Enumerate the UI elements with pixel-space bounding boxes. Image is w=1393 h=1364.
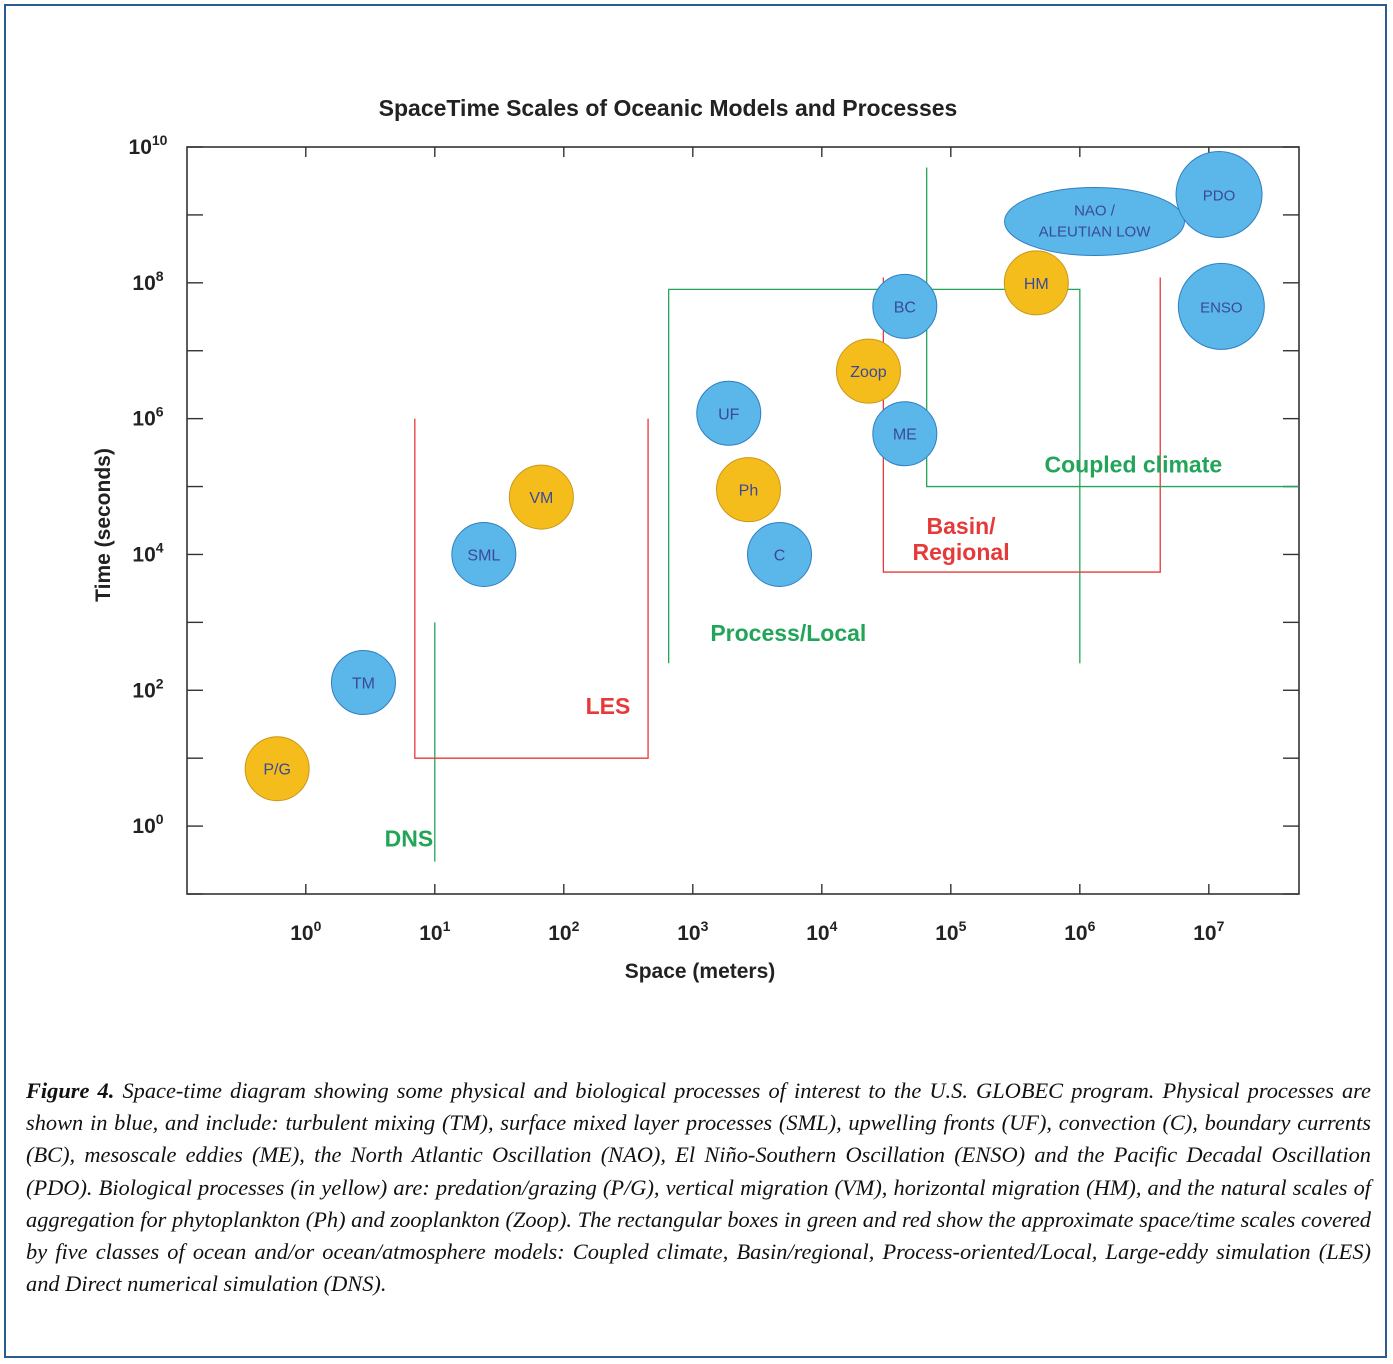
- model-label-les: LES: [586, 693, 631, 719]
- process-label-sml: SML: [467, 547, 500, 564]
- x-tick-label: 103: [677, 918, 708, 945]
- process-marker-me: [872, 401, 938, 467]
- caption-lead: Figure 4.: [26, 1078, 115, 1103]
- x-tick-label: 102: [548, 918, 579, 945]
- x-axis-label: Space (meters): [625, 960, 776, 983]
- process-label-vm: VM: [529, 490, 553, 507]
- process-marker-nao: [1004, 186, 1186, 256]
- process-marker-pdo: [1175, 150, 1263, 238]
- process-label-uf: UF: [718, 406, 740, 423]
- process-marker-p-g: [244, 736, 310, 802]
- process-label-nao-line2: ALEUTIAN LOW: [1039, 223, 1152, 240]
- process-label-tm: TM: [352, 676, 375, 693]
- x-tick-label: 100: [290, 918, 321, 945]
- process-marker-ph: [715, 457, 781, 523]
- model-label-coupled-climate: Coupled climate: [1045, 452, 1223, 478]
- process-marker-vm: [508, 464, 574, 530]
- process-label-zoop: Zoop: [850, 364, 887, 381]
- x-tick-label: 105: [935, 918, 966, 945]
- process-marker-uf: [696, 380, 762, 446]
- model-label-basin: Basin/: [927, 513, 997, 539]
- process-label-p-g: P/G: [263, 762, 291, 779]
- process-marker-sml: [451, 521, 517, 587]
- caption-text: Space-time diagram showing some physical…: [26, 1078, 1371, 1297]
- process-label-enso: ENSO: [1200, 299, 1243, 316]
- process-label-c: C: [774, 547, 786, 564]
- y-tick-label: 1010: [129, 132, 168, 159]
- figure-caption: Figure 4. Space-time diagram showing som…: [26, 1075, 1371, 1300]
- process-label-hm: HM: [1024, 276, 1049, 293]
- model-label-dns: DNS: [385, 826, 434, 852]
- process-label-nao: NAO /: [1074, 202, 1116, 219]
- process-marker-c: [747, 521, 813, 587]
- x-tick-label: 101: [419, 918, 450, 945]
- space-time-chart: SpaceTime Scales of Oceanic Models and P…: [92, 95, 1300, 983]
- y-tick-label: 106: [132, 404, 163, 431]
- y-axis-label: Time (seconds): [92, 448, 115, 602]
- model-label-basin-line2: Regional: [912, 539, 1009, 565]
- model-box-process-local: [668, 288, 1081, 664]
- process-marker-tm: [330, 650, 396, 716]
- process-label-ph: Ph: [739, 483, 759, 500]
- process-label-bc: BC: [894, 299, 916, 316]
- plot-area: [186, 146, 1300, 895]
- x-tick-label: 104: [806, 918, 837, 945]
- process-marker-hm: [1003, 250, 1069, 316]
- x-tick-label: 106: [1064, 918, 1095, 945]
- process-marker-enso: [1177, 262, 1265, 350]
- model-box-coupled-climate: [926, 167, 1299, 488]
- process-marker-bc: [872, 273, 938, 339]
- process-label-me: ME: [893, 427, 917, 444]
- process-marker-zoop: [835, 338, 901, 404]
- x-tick-label: 107: [1193, 918, 1224, 945]
- y-tick-label: 108: [132, 268, 163, 295]
- y-tick-label: 104: [132, 539, 163, 566]
- model-box-les: [414, 418, 649, 759]
- y-tick-label: 102: [132, 675, 163, 702]
- chart-title: SpaceTime Scales of Oceanic Models and P…: [379, 95, 958, 121]
- process-label-pdo: PDO: [1203, 187, 1236, 204]
- y-tick-label: 100: [132, 811, 163, 838]
- model-label-process-local: Process/Local: [710, 620, 866, 646]
